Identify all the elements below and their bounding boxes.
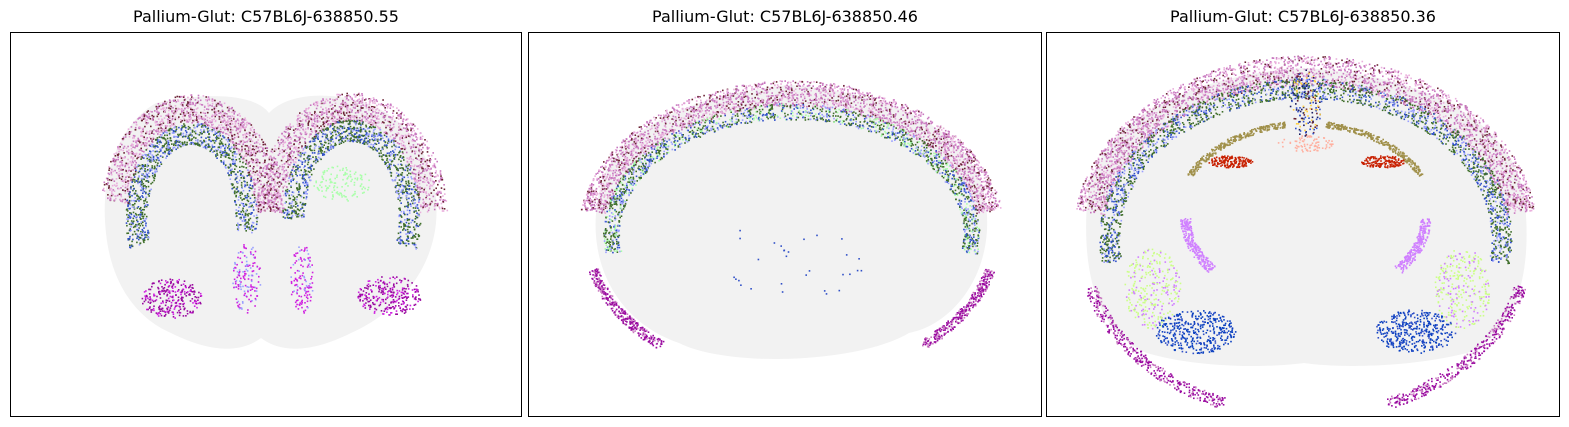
midline-top <box>1289 69 1323 137</box>
ventral-left <box>589 268 665 349</box>
panel-1-title: Pallium-Glut: C57BL6J-638850.55 <box>133 7 399 26</box>
panel-2-scatter <box>580 80 1002 360</box>
cortex-outer <box>1076 55 1535 216</box>
panel-2-plot-area <box>528 32 1042 417</box>
cortex-outer <box>580 80 1002 215</box>
panel-3-plot-area <box>1046 32 1560 417</box>
blue-right <box>1376 309 1457 354</box>
panel-1-scatter <box>102 92 449 349</box>
ventral-right <box>922 268 995 348</box>
cortex-inner <box>603 103 981 255</box>
brain-outline <box>595 85 988 360</box>
cortex-inner <box>1099 78 1513 265</box>
red-right <box>1361 155 1405 169</box>
red-left <box>1208 155 1254 169</box>
ventral-right <box>357 276 422 316</box>
panel-2-title: Pallium-Glut: C57BL6J-638850.46 <box>652 7 918 26</box>
brain-outline <box>104 95 437 349</box>
hippocampal-green <box>313 165 370 202</box>
cortex-outer-right <box>256 92 449 214</box>
arc-olive-left <box>1187 121 1286 177</box>
lime-right <box>1434 250 1490 329</box>
panel-3-scatter <box>1076 55 1535 408</box>
arc-violet-left <box>1180 218 1216 273</box>
midline-left <box>232 244 262 314</box>
blue-left <box>1155 310 1237 355</box>
midline-right <box>290 246 314 314</box>
ventral-left <box>1087 286 1226 408</box>
ventral-left <box>141 278 203 319</box>
arc-olive-right <box>1325 121 1424 177</box>
cortex-inner-right <box>282 119 422 250</box>
cortex-outer-left <box>102 94 283 214</box>
panel-3-title: Pallium-Glut: C57BL6J-638850.36 <box>1170 7 1436 26</box>
arc-violet-right <box>1394 218 1432 274</box>
scattered-blue <box>733 229 863 295</box>
ventral-right <box>1387 285 1526 408</box>
cortex-inner-left <box>125 123 259 249</box>
brain-outline <box>1086 68 1527 366</box>
pink-center <box>1277 135 1334 153</box>
panel-1-plot-area <box>10 32 522 417</box>
lime-left <box>1124 248 1182 330</box>
